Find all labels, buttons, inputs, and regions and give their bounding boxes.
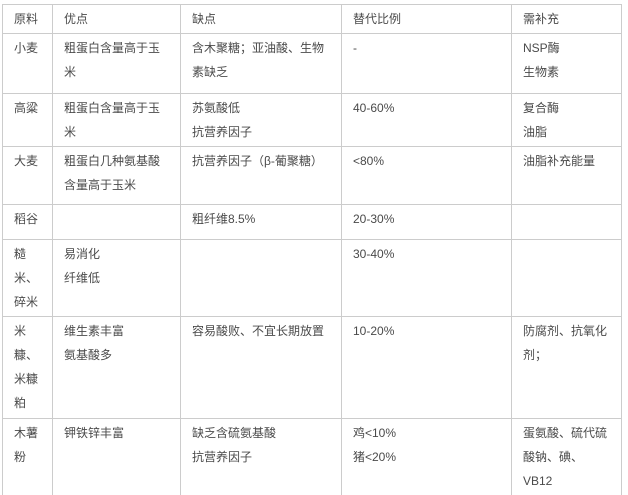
cell-pros: 粗蛋白含量高于玉米 bbox=[52, 33, 181, 94]
cell-cons: 抗营养因子（β-葡聚糖） bbox=[180, 146, 342, 205]
table-row: 大麦 粗蛋白几种氨基酸含量高于玉米 抗营养因子（β-葡聚糖） <80% 油脂补充能量 bbox=[2, 146, 622, 205]
cell-ratio: <80% bbox=[341, 146, 512, 205]
column-header-cons: 缺点 bbox=[180, 4, 342, 34]
cell-pros: 钾铁锌丰富 bbox=[52, 418, 181, 495]
cell-supplement: NSP酶 生物素 bbox=[511, 33, 622, 94]
table-body: 小麦 粗蛋白含量高于玉米 含木聚糖；亚油酸、生物素缺乏 - NSP酶 生物素 高粱 粗蛋白含… bbox=[2, 33, 622, 495]
cell-pros bbox=[52, 204, 181, 240]
cell-supplement: 复合酶 油脂 bbox=[511, 93, 622, 147]
cell-ratio: 30-40% bbox=[341, 239, 512, 317]
feed-materials-table: 原料 优点 缺点 替代比例 需补充 小麦 粗蛋白含量高于玉米 含木聚糖；亚油酸、生物素缺乏 -… bbox=[2, 4, 622, 495]
cell-cons: 缺乏含硫氨基酸 抗营养因子 bbox=[180, 418, 342, 495]
cell-supplement: 蛋氨酸、硫代硫酸钠、碘、VB12 bbox=[511, 418, 622, 495]
cell-pros: 粗蛋白含量高于玉米 bbox=[52, 93, 181, 147]
cell-ratio: 20-30% bbox=[341, 204, 512, 240]
cell-ratio: 40-60% bbox=[341, 93, 512, 147]
table-row: 木薯粉 钾铁锌丰富 缺乏含硫氨基酸 抗营养因子 鸡<10% 猪<20% 蛋氨酸、硫代硫酸… bbox=[2, 418, 622, 495]
table-row: 糙米、碎米 易消化 纤维低 30-40% bbox=[2, 239, 622, 317]
cell-cons bbox=[180, 239, 342, 317]
table-row: 稻谷 粗纤维8.5% 20-30% bbox=[2, 204, 622, 240]
table-head: 原料 优点 缺点 替代比例 需补充 bbox=[2, 4, 622, 34]
cell-material: 大麦 bbox=[2, 146, 53, 205]
cell-pros: 易消化 纤维低 bbox=[52, 239, 181, 317]
column-header-pros: 优点 bbox=[52, 4, 181, 34]
column-header-supplement: 需补充 bbox=[511, 4, 622, 34]
column-header-ratio: 替代比例 bbox=[341, 4, 512, 34]
cell-cons: 粗纤维8.5% bbox=[180, 204, 342, 240]
table-header-row: 原料 优点 缺点 替代比例 需补充 bbox=[2, 4, 622, 34]
cell-material: 糙米、碎米 bbox=[2, 239, 53, 317]
cell-cons: 苏氨酸低 抗营养因子 bbox=[180, 93, 342, 147]
table-row: 高粱 粗蛋白含量高于玉米 苏氨酸低 抗营养因子 40-60% 复合酶 油脂 bbox=[2, 93, 622, 147]
cell-material: 稻谷 bbox=[2, 204, 53, 240]
cell-supplement bbox=[511, 204, 622, 240]
table-row: 小麦 粗蛋白含量高于玉米 含木聚糖；亚油酸、生物素缺乏 - NSP酶 生物素 bbox=[2, 33, 622, 94]
cell-supplement: 防腐剂、抗氧化剂； bbox=[511, 316, 622, 419]
cell-ratio: 10-20% bbox=[341, 316, 512, 419]
cell-cons: 含木聚糖；亚油酸、生物素缺乏 bbox=[180, 33, 342, 94]
cell-material: 米糠、米糠粕 bbox=[2, 316, 53, 419]
cell-ratio: - bbox=[341, 33, 512, 94]
cell-pros: 维生素丰富 氨基酸多 bbox=[52, 316, 181, 419]
cell-material: 木薯粉 bbox=[2, 418, 53, 495]
cell-supplement bbox=[511, 239, 622, 317]
cell-supplement: 油脂补充能量 bbox=[511, 146, 622, 205]
cell-ratio: 鸡<10% 猪<20% bbox=[341, 418, 512, 495]
table-row: 米糠、米糠粕 维生素丰富 氨基酸多 容易酸败、不宜长期放置 10-20% 防腐剂、抗氧化… bbox=[2, 316, 622, 419]
cell-material: 小麦 bbox=[2, 33, 53, 94]
cell-pros: 粗蛋白几种氨基酸含量高于玉米 bbox=[52, 146, 181, 205]
cell-cons: 容易酸败、不宜长期放置 bbox=[180, 316, 342, 419]
cell-material: 高粱 bbox=[2, 93, 53, 147]
column-header-material: 原料 bbox=[2, 4, 53, 34]
